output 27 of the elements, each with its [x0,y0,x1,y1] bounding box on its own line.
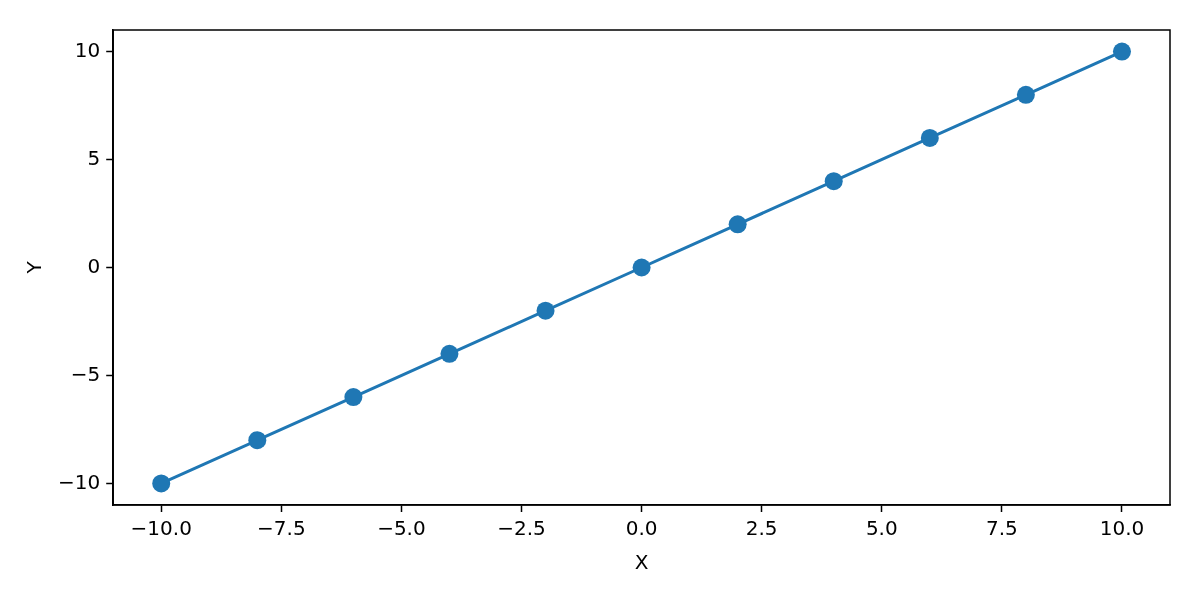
point [824,172,843,191]
x-tick-label: −5.0 [377,516,426,541]
x-tick-label: −10.0 [130,516,192,541]
x-tick-label: 5.0 [865,516,898,541]
x-tick-label: −2.5 [497,516,546,541]
point [1112,42,1131,61]
point [440,344,459,363]
point [536,301,555,320]
y-tick-label: 0 [87,253,101,278]
x-tick-label: 0.0 [625,516,658,541]
y-tick-label: −5 [70,361,101,386]
y-axis-title: Y [22,260,47,275]
point [728,215,747,234]
point [248,431,267,450]
y-tick-label: 5 [87,145,101,170]
point [632,258,651,277]
y-tick-label: 10 [74,37,101,62]
point [344,388,363,407]
point [920,128,939,147]
x-axis-title: X [634,550,649,575]
point [152,474,171,493]
y-tick-label: −10 [57,469,101,494]
x-tick-label: 7.5 [985,516,1018,541]
x-tick-label: −7.5 [257,516,306,541]
point [1016,85,1035,104]
x-tick-label: 10.0 [1099,516,1145,541]
x-tick-label: 2.5 [745,516,778,541]
